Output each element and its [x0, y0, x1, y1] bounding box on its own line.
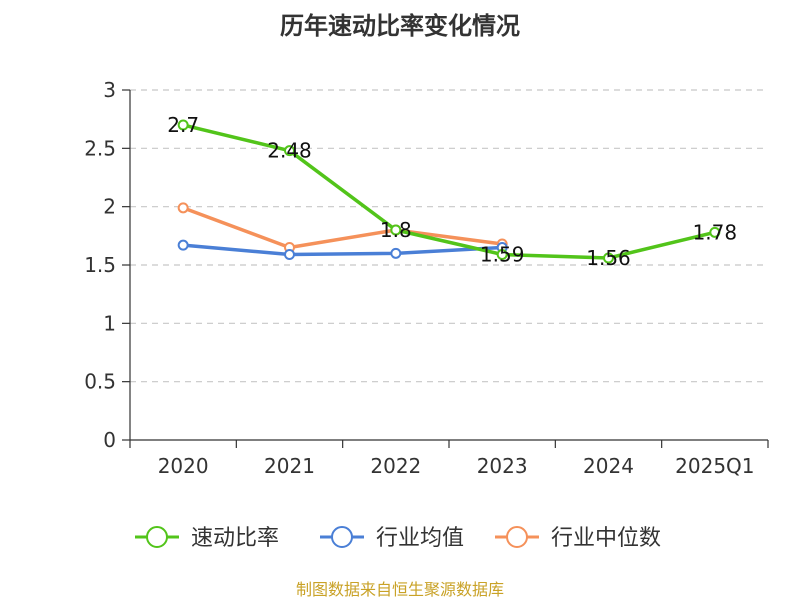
- legend-item: 行业均值: [320, 526, 464, 551]
- y-tick-label: 1: [103, 311, 116, 335]
- data-label: 1.8: [380, 218, 412, 242]
- x-tick-label: 2024: [583, 454, 634, 478]
- data-point: [496, 249, 508, 260]
- x-tick-label: 2023: [477, 454, 528, 478]
- series-line: [181, 206, 504, 250]
- data-labels: 2.7 2.48 1.8 1.59 1.56 1.78: [167, 113, 737, 270]
- data-point: [177, 119, 189, 131]
- x-tick-label: 2021: [264, 454, 315, 478]
- legend: 速动比率 行业均值 行业中位数: [135, 526, 661, 551]
- data-point: [177, 239, 189, 251]
- x-tick-label: 2020: [158, 454, 209, 478]
- data-point: [284, 249, 295, 260]
- legend-label: 速动比率: [191, 526, 279, 551]
- series-line: [181, 243, 504, 257]
- legend-label: 行业均值: [376, 526, 464, 551]
- y-tick-label: 3: [103, 78, 116, 102]
- data-point: [284, 145, 295, 157]
- series-line: [181, 123, 717, 260]
- data-label: 1.56: [586, 246, 631, 270]
- x-tick-label: 2025Q1: [675, 454, 754, 478]
- data-label: 1.78: [693, 220, 738, 244]
- legend-item: 行业中位数: [495, 526, 661, 551]
- data-point: [603, 252, 614, 264]
- data-label: 1.59: [480, 243, 525, 267]
- source-note: 制图数据来自恒生聚源数据库: [296, 580, 504, 599]
- legend-item: 速动比率: [135, 526, 279, 551]
- legend-label: 行业中位数: [551, 526, 661, 551]
- chart-title: 历年速动比率变化情况: [280, 12, 520, 40]
- data-point: [709, 226, 721, 238]
- y-tick-label: 0.5: [84, 370, 116, 394]
- y-tick-label: 0: [103, 428, 116, 452]
- legend-marker: [331, 526, 353, 548]
- x-tick-label: 2022: [370, 454, 421, 478]
- data-point: [390, 224, 402, 236]
- data-label: 2.48: [267, 139, 312, 163]
- legend-marker: [506, 526, 528, 548]
- y-tick-label: 1.5: [84, 253, 116, 277]
- data-point: [390, 247, 402, 259]
- y-tick-label: 2.5: [84, 136, 116, 160]
- legend-marker: [146, 526, 168, 548]
- y-tick-label: 2: [103, 195, 116, 219]
- axes: 0 0.5 1 1.5 2 2.5 3 2020 2021 2022 2023 2024 2025Q1: [84, 78, 769, 478]
- data-point: [177, 202, 189, 214]
- grid-lines: [130, 89, 768, 383]
- series-lines: [177, 119, 721, 264]
- data-label: 2.7: [167, 113, 199, 137]
